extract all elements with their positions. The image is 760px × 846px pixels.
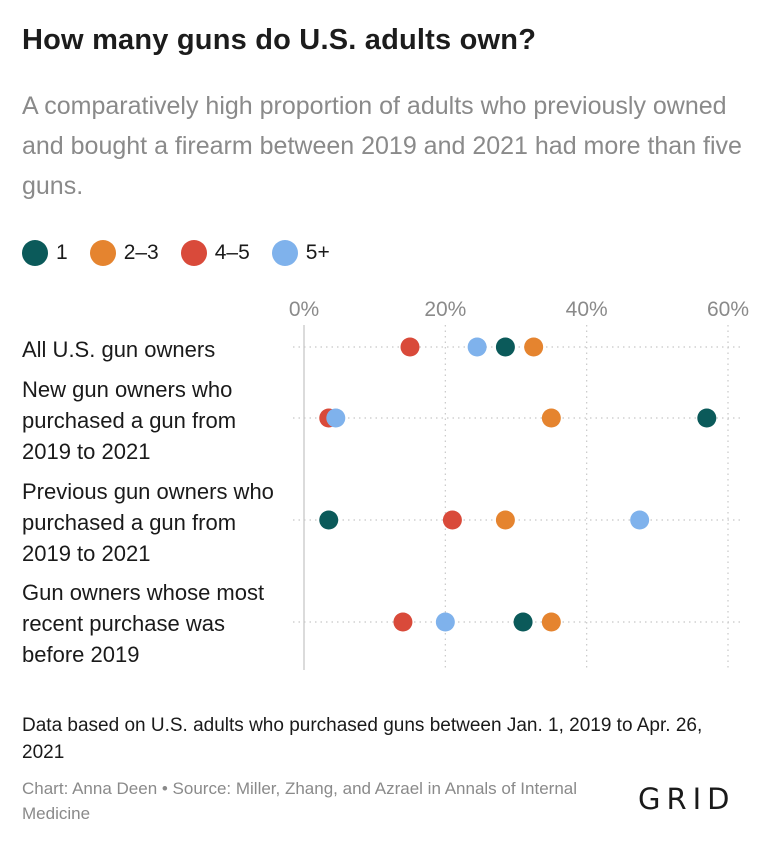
dot-row4-series-2-3	[541, 612, 561, 632]
row-label-before-2019: Gun owners whose most recent purchase wa…	[22, 580, 265, 667]
dot-plot: 0% 20% 40% 60%	[289, 298, 749, 670]
dot-row2-series-1	[697, 408, 717, 428]
legend-swatch-2-3	[89, 240, 116, 266]
dot-row4-series-5plus	[435, 612, 455, 632]
row-label-previous-owners: Previous gun owners who purchased a gun …	[22, 479, 274, 566]
data-note: Data based on U.S. adults who purchased …	[22, 715, 703, 763]
dot-row1-series-5plus	[467, 337, 487, 357]
dot-row3-series-2-3	[495, 510, 515, 530]
dot-row1-series-1	[495, 337, 515, 357]
legend-label-5-plus: 5+	[305, 241, 330, 264]
legend: 1 2–3 4–5 5+	[22, 240, 352, 266]
grid-logo: GRID	[638, 782, 736, 816]
row-label-all-owners: All U.S. gun owners	[22, 337, 216, 362]
dot-row3-series-5plus	[630, 510, 650, 530]
dot-row2-series-5plus	[326, 408, 346, 428]
legend-swatch-4-5	[180, 240, 207, 266]
legend-label-1: 1	[56, 241, 68, 264]
legend-label-2-3: 2–3	[123, 241, 159, 264]
legend-swatch-1	[22, 240, 48, 266]
legend-item-5-plus: 5+	[271, 240, 330, 266]
chart-title: How many guns do U.S. adults own?	[22, 24, 537, 56]
x-tick-label-0: 0%	[289, 298, 319, 321]
x-tick-label-20: 20%	[424, 298, 466, 321]
legend-swatch-5-plus	[271, 240, 298, 266]
chart-subtitle: A comparatively high proportion of adult…	[22, 92, 742, 200]
dot-row1-series-4-5	[400, 337, 420, 357]
legend-label-4-5: 4–5	[214, 241, 250, 264]
dot-row2-series-2-3	[541, 408, 561, 428]
dot-row4-series-4-5	[393, 612, 413, 632]
x-tick-label-60: 60%	[707, 298, 749, 321]
dot-row3-series-4-5	[442, 510, 462, 530]
source-credit: Chart: Anna Deen • Source: Miller, Zhang…	[22, 779, 577, 823]
legend-item-4-5: 4–5	[180, 240, 250, 266]
x-tick-label-40: 40%	[566, 298, 608, 321]
dot-row4-series-1	[513, 612, 533, 632]
dot-row3-series-1	[319, 510, 339, 530]
legend-item-1: 1	[22, 240, 68, 266]
dot-row1-series-2-3	[524, 337, 544, 357]
legend-item-2-3: 2–3	[89, 240, 159, 266]
row-label-new-owners: New gun owners who purchased a gun from …	[22, 377, 237, 464]
